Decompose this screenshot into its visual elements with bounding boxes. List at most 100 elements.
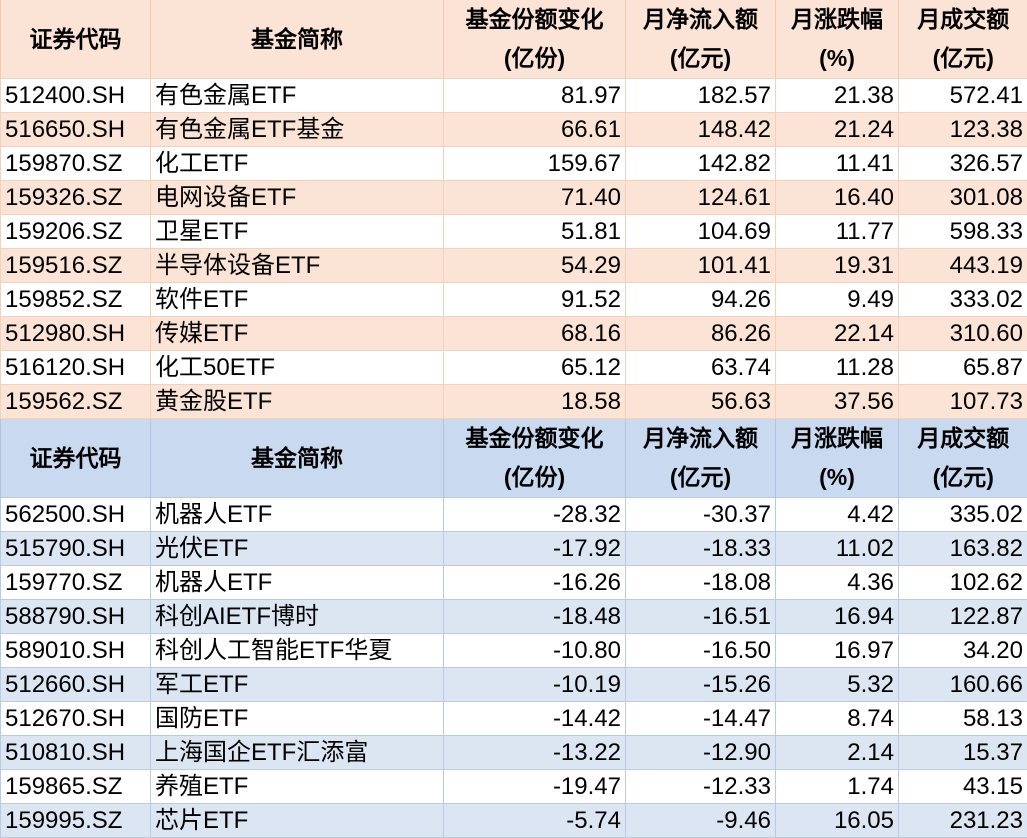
cell-share-change: -19.47 [444, 770, 626, 804]
cell-name: 有色金属ETF [151, 79, 444, 113]
cell-net-inflow: 142.82 [626, 147, 776, 181]
cell-net-inflow: 124.61 [626, 181, 776, 215]
header-net-inflow: 月净流入额 [626, 0, 776, 39]
cell-code: 512660.SH [1, 668, 151, 702]
cell-share-change: 68.16 [444, 317, 626, 351]
cell-monthly-change: 5.32 [776, 668, 899, 702]
cell-turnover: 15.37 [899, 736, 1027, 770]
cell-name: 化工ETF [151, 147, 444, 181]
cell-code: 516120.SH [1, 351, 151, 385]
header-row: 证券代码基金简称基金份额变化月净流入额月涨跌幅月成交额 [1, 419, 1027, 459]
cell-net-inflow: 104.69 [626, 215, 776, 249]
header-monthly-change: 月涨跌幅 [776, 0, 899, 39]
cell-monthly-change: 16.40 [776, 181, 899, 215]
cell-name: 养殖ETF [151, 770, 444, 804]
cell-code: 159206.SZ [1, 215, 151, 249]
cell-turnover: 58.13 [899, 702, 1027, 736]
header-turnover: 月成交额 [899, 419, 1027, 459]
cell-name: 传媒ETF [151, 317, 444, 351]
cell-turnover: 598.33 [899, 215, 1027, 249]
header-share-change-unit: (亿份) [444, 39, 626, 79]
cell-net-inflow: -18.08 [626, 566, 776, 600]
cell-monthly-change: 22.14 [776, 317, 899, 351]
cell-net-inflow: 182.57 [626, 79, 776, 113]
header-net-inflow: 月净流入额 [626, 419, 776, 459]
cell-net-inflow: -30.37 [626, 498, 776, 532]
header-net-inflow-unit: (亿元) [626, 458, 776, 498]
cell-name: 科创人工智能ETF华夏 [151, 634, 444, 668]
cell-share-change: 54.29 [444, 249, 626, 283]
cell-turnover: 231.23 [899, 804, 1027, 838]
outflow-section: 证券代码基金简称基金份额变化月净流入额月涨跌幅月成交额(亿份)(亿元)(%)(亿… [1, 419, 1027, 838]
cell-code: 159852.SZ [1, 283, 151, 317]
header-share-change: 基金份额变化 [444, 419, 626, 459]
header-monthly-change-unit: (%) [776, 458, 899, 498]
cell-code: 159562.SZ [1, 385, 151, 419]
cell-name: 芯片ETF [151, 804, 444, 838]
cell-share-change: -17.92 [444, 532, 626, 566]
cell-name: 软件ETF [151, 283, 444, 317]
header-net-inflow-unit: (亿元) [626, 39, 776, 79]
inflow-section: 证券代码基金简称基金份额变化月净流入额月涨跌幅月成交额(亿份)(亿元)(%)(亿… [1, 0, 1027, 419]
header-name: 基金简称 [151, 419, 444, 498]
cell-monthly-change: 1.74 [776, 770, 899, 804]
cell-name: 黄金股ETF [151, 385, 444, 419]
cell-share-change: 81.97 [444, 79, 626, 113]
cell-code: 588790.SH [1, 600, 151, 634]
header-turnover-unit: (亿元) [899, 458, 1027, 498]
cell-net-inflow: 101.41 [626, 249, 776, 283]
cell-name: 化工50ETF [151, 351, 444, 385]
cell-share-change: -18.48 [444, 600, 626, 634]
cell-share-change: -16.26 [444, 566, 626, 600]
cell-net-inflow: 56.63 [626, 385, 776, 419]
cell-code: 516650.SH [1, 113, 151, 147]
cell-name: 机器人ETF [151, 498, 444, 532]
cell-net-inflow: -16.50 [626, 634, 776, 668]
cell-monthly-change: 21.24 [776, 113, 899, 147]
cell-name: 科创AIETF博时 [151, 600, 444, 634]
cell-code: 562500.SH [1, 498, 151, 532]
cell-share-change: -10.80 [444, 634, 626, 668]
cell-name: 上海国企ETF汇添富 [151, 736, 444, 770]
cell-net-inflow: -12.33 [626, 770, 776, 804]
cell-share-change: 71.40 [444, 181, 626, 215]
header-code: 证券代码 [1, 0, 151, 79]
cell-code: 159770.SZ [1, 566, 151, 600]
cell-code: 515790.SH [1, 532, 151, 566]
cell-net-inflow: 86.26 [626, 317, 776, 351]
cell-code: 510810.SH [1, 736, 151, 770]
cell-turnover: 310.60 [899, 317, 1027, 351]
cell-monthly-change: 16.97 [776, 634, 899, 668]
cell-turnover: 123.38 [899, 113, 1027, 147]
cell-turnover: 301.08 [899, 181, 1027, 215]
cell-turnover: 160.66 [899, 668, 1027, 702]
cell-monthly-change: 16.05 [776, 804, 899, 838]
cell-share-change: 18.58 [444, 385, 626, 419]
header-name: 基金简称 [151, 0, 444, 79]
cell-turnover: 326.57 [899, 147, 1027, 181]
cell-net-inflow: -12.90 [626, 736, 776, 770]
cell-net-inflow: -9.46 [626, 804, 776, 838]
cell-share-change: -13.22 [444, 736, 626, 770]
cell-net-inflow: -14.47 [626, 702, 776, 736]
cell-name: 电网设备ETF [151, 181, 444, 215]
cell-turnover: 163.82 [899, 532, 1027, 566]
cell-share-change: -28.32 [444, 498, 626, 532]
cell-monthly-change: 19.31 [776, 249, 899, 283]
cell-turnover: 34.20 [899, 634, 1027, 668]
cell-name: 国防ETF [151, 702, 444, 736]
cell-name: 半导体设备ETF [151, 249, 444, 283]
cell-monthly-change: 11.02 [776, 532, 899, 566]
